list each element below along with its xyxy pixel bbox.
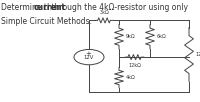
Text: Simple Circuit Methods.: Simple Circuit Methods. [1, 17, 92, 26]
Text: current: current [33, 3, 65, 12]
Text: Determine the: Determine the [1, 3, 59, 12]
Text: 12kΩ: 12kΩ [195, 52, 200, 57]
Text: 3kΩ: 3kΩ [99, 10, 109, 15]
Text: through the 4kΩ-resistor using only: through the 4kΩ-resistor using only [49, 3, 188, 12]
Text: 12kΩ: 12kΩ [128, 63, 141, 68]
Text: +: + [85, 51, 91, 57]
Text: 6kΩ: 6kΩ [157, 34, 167, 39]
Text: 9kΩ: 9kΩ [126, 34, 136, 39]
Text: 12V: 12V [84, 55, 94, 60]
Text: 4kΩ: 4kΩ [126, 75, 135, 80]
